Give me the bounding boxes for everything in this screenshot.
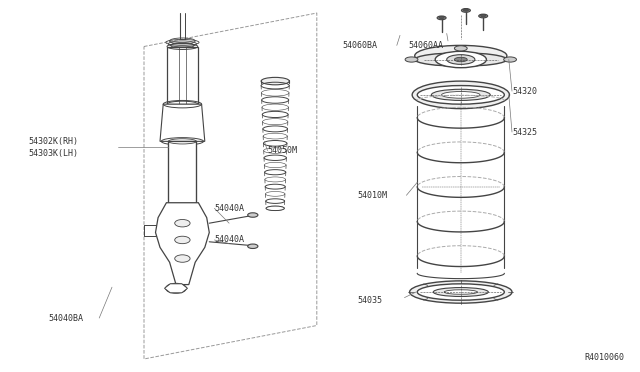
Ellipse shape — [444, 290, 477, 294]
Ellipse shape — [405, 57, 418, 62]
Ellipse shape — [415, 45, 507, 66]
Ellipse shape — [433, 288, 488, 296]
Text: R4010060: R4010060 — [584, 353, 624, 362]
Ellipse shape — [504, 57, 516, 62]
Ellipse shape — [175, 255, 190, 262]
Ellipse shape — [170, 285, 182, 291]
Ellipse shape — [481, 15, 486, 17]
Ellipse shape — [479, 14, 488, 18]
Text: 54302K(RH): 54302K(RH) — [29, 137, 79, 146]
Ellipse shape — [435, 51, 486, 68]
Polygon shape — [167, 46, 198, 104]
Ellipse shape — [461, 9, 470, 12]
Text: 54040BA: 54040BA — [48, 314, 83, 323]
Text: 54320: 54320 — [512, 87, 537, 96]
Ellipse shape — [261, 77, 289, 85]
Ellipse shape — [417, 86, 504, 104]
Polygon shape — [156, 203, 209, 285]
Ellipse shape — [417, 284, 504, 300]
Ellipse shape — [463, 9, 468, 11]
Ellipse shape — [248, 213, 258, 217]
Ellipse shape — [442, 92, 480, 98]
Text: 54040A: 54040A — [214, 204, 244, 213]
Ellipse shape — [439, 16, 444, 19]
Text: 54010M: 54010M — [357, 191, 387, 200]
Text: 54303K(LH): 54303K(LH) — [29, 149, 79, 158]
Polygon shape — [160, 104, 205, 141]
Text: 54060BA: 54060BA — [342, 41, 378, 50]
Text: 54325: 54325 — [512, 128, 537, 137]
Ellipse shape — [415, 53, 507, 66]
Ellipse shape — [266, 206, 284, 211]
Ellipse shape — [437, 16, 446, 20]
Ellipse shape — [454, 57, 467, 62]
Ellipse shape — [248, 244, 258, 248]
Ellipse shape — [166, 283, 186, 293]
Ellipse shape — [431, 89, 490, 100]
Text: 54035: 54035 — [357, 296, 382, 305]
Text: 54050M: 54050M — [268, 146, 298, 155]
Text: 54040A: 54040A — [214, 235, 244, 244]
Ellipse shape — [454, 46, 467, 51]
Ellipse shape — [175, 236, 190, 244]
Ellipse shape — [410, 281, 512, 303]
Ellipse shape — [447, 55, 475, 64]
Polygon shape — [168, 141, 196, 203]
Text: 54060AA: 54060AA — [408, 41, 444, 50]
Ellipse shape — [175, 219, 190, 227]
Polygon shape — [164, 284, 188, 293]
Ellipse shape — [412, 81, 509, 109]
